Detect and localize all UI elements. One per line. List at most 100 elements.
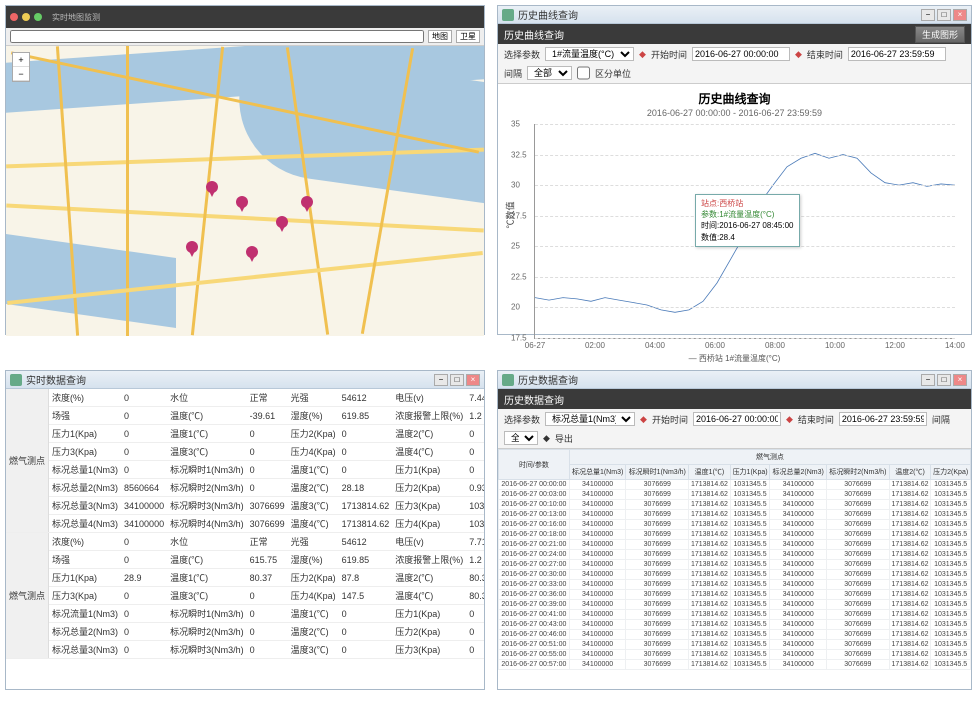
minimize-button[interactable]: − [921, 374, 935, 386]
chart-xtick: 06-27 [525, 341, 545, 350]
table-row[interactable]: 2016-06-27 00:30:00341000003076699171381… [499, 570, 971, 580]
map-search-input[interactable] [10, 30, 424, 43]
table-row[interactable]: 2016-06-27 00:33:00341000003076699171381… [499, 580, 971, 590]
map-tab-sat[interactable]: 卫星 [456, 30, 480, 43]
map-pin-icon[interactable] [246, 246, 258, 262]
table-row[interactable]: 2016-06-27 00:00:00341000003076699171381… [499, 480, 971, 490]
data-cell: 0 [466, 623, 484, 641]
maximize-button[interactable]: □ [450, 374, 464, 386]
table-row: 压力1(Kpa)0温度1(℃)0压力2(Kpa)0温度2(℃)0 [6, 425, 484, 443]
data-cell: 压力1(Kpa) [392, 461, 466, 479]
table-row: 燃气测点浓度(%)0水位正常光强54612电压(v)7.44 [6, 389, 484, 407]
data-cell: 1713814.62 [339, 497, 393, 515]
interval-select[interactable]: 全部 [527, 66, 572, 80]
data-cell: 34100000 [569, 550, 626, 560]
table-row[interactable]: 2016-06-27 00:55:00341000003076699171381… [499, 650, 971, 660]
data-cell: 0 [339, 605, 393, 623]
data-cell: 7.44 [466, 389, 484, 407]
chart-plot[interactable]: 17.52022.52527.53032.53506-2702:0004:000… [534, 124, 955, 339]
data-cell: 1031345.5 [730, 550, 770, 560]
map-pin-icon[interactable] [206, 181, 218, 197]
table-row[interactable]: 2016-06-27 00:03:00341000003076699171381… [499, 490, 971, 500]
data-cell: 3076699 [626, 610, 689, 620]
close-button[interactable]: × [953, 374, 967, 386]
data-cell: 1031345.5 [931, 490, 971, 500]
data-cell: 34100000 [569, 480, 626, 490]
table-row[interactable]: 2016-06-27 00:43:00341000003076699171381… [499, 620, 971, 630]
table-row[interactable]: 2016-06-27 00:57:00341000003076699171381… [499, 660, 971, 670]
end-time-input[interactable] [839, 412, 927, 426]
data-cell: 1713814.62 [889, 480, 931, 490]
data-cell: 1.2 [466, 407, 484, 425]
close-button[interactable]: × [466, 374, 480, 386]
interval-select[interactable]: 全部 [504, 431, 538, 445]
table-row[interactable]: 2016-06-27 00:46:00341000003076699171381… [499, 630, 971, 640]
map-pin-icon[interactable] [301, 196, 313, 212]
table-row[interactable]: 2016-06-27 00:51:00341000003076699171381… [499, 640, 971, 650]
table-row[interactable]: 2016-06-27 00:41:00341000003076699171381… [499, 610, 971, 620]
data-cell: 2016-06-27 00:03:00 [499, 490, 570, 500]
export-button[interactable]: 导出 [555, 432, 573, 445]
window-icon [10, 374, 22, 386]
map-pin-icon[interactable] [236, 196, 248, 212]
map-zoom-control[interactable]: + − [12, 52, 30, 82]
table-row[interactable]: 2016-06-27 00:27:00341000003076699171381… [499, 560, 971, 570]
map-canvas[interactable]: + − [6, 46, 484, 336]
map-pin-icon[interactable] [186, 241, 198, 257]
start-time-input[interactable] [692, 47, 790, 61]
data-cell: 34100000 [770, 510, 827, 520]
table-row[interactable]: 2016-06-27 00:39:00341000003076699171381… [499, 600, 971, 610]
data-cell: 34100000 [569, 520, 626, 530]
data-cell: 1713814.62 [889, 520, 931, 530]
data-cell: 标况总量3(Nm3) [49, 497, 122, 515]
data-cell: -39.61 [247, 407, 288, 425]
data-cell: 34100000 [770, 660, 827, 670]
data-cell: 1031345.5 [730, 520, 770, 530]
minimize-button[interactable]: − [921, 9, 935, 21]
data-cell: 8560664 [121, 479, 167, 497]
data-cell: 0 [247, 623, 288, 641]
param-select[interactable]: 标况总量1(Nm3),标况瞬时1 [545, 412, 635, 426]
data-cell: 34100000 [569, 580, 626, 590]
map-tab-map[interactable]: 地图 [428, 30, 452, 43]
chart-tooltip: 站点:西桥站参数:1#流量温度(°C)时间:2016-06-27 08:45:0… [695, 194, 800, 247]
data-cell: 标况总量1(Nm3) [49, 461, 122, 479]
data-cell: 1031345.5 [931, 570, 971, 580]
end-time-input[interactable] [848, 47, 946, 61]
data-cell: 34100000 [770, 570, 827, 580]
maximize-button[interactable]: □ [937, 374, 951, 386]
minimize-button[interactable]: − [434, 374, 448, 386]
table-row[interactable]: 2016-06-27 00:13:00341000003076699171381… [499, 510, 971, 520]
data-cell: 1031345.5 [730, 620, 770, 630]
data-cell: 3076699 [626, 640, 689, 650]
table-row[interactable]: 2016-06-27 00:16:00341000003076699171381… [499, 520, 971, 530]
data-cell: 1031345.5 [730, 650, 770, 660]
data-cell: 0 [339, 623, 393, 641]
table-row[interactable]: 2016-06-27 00:10:00341000003076699171381… [499, 500, 971, 510]
data-cell: 3076699 [826, 530, 889, 540]
map-pin-icon[interactable] [276, 216, 288, 232]
data-cell: 0 [247, 461, 288, 479]
zoom-in-icon[interactable]: + [13, 53, 29, 67]
data-cell: 34100000 [569, 510, 626, 520]
maximize-button[interactable]: □ [937, 9, 951, 21]
unit-checkbox[interactable] [577, 66, 590, 80]
data-cell: 温度1(℃) [167, 569, 247, 587]
data-cell: 1713814.62 [689, 510, 731, 520]
table-row[interactable]: 2016-06-27 00:21:00341000003076699171381… [499, 540, 971, 550]
realtime-panel: 实时数据查询 − □ × 燃气测点浓度(%)0水位正常光强54612电压(v)7… [5, 370, 485, 690]
history-window-title: 历史数据查询 [518, 372, 921, 387]
table-row[interactable]: 2016-06-27 00:36:00341000003076699171381… [499, 590, 971, 600]
zoom-out-icon[interactable]: − [13, 67, 29, 81]
start-time-input[interactable] [693, 412, 781, 426]
data-cell: 3076699 [826, 590, 889, 600]
table-row[interactable]: 2016-06-27 00:24:00341000003076699171381… [499, 550, 971, 560]
chart-panel: 历史曲线查询 − □ × 历史曲线查询 生成图形 选择参数 1#流量温度(°C)… [497, 5, 972, 335]
table-row[interactable]: 2016-06-27 00:18:00341000003076699171381… [499, 530, 971, 540]
close-button[interactable]: × [953, 9, 967, 21]
data-cell: 0 [466, 425, 484, 443]
data-cell: 34100000 [770, 530, 827, 540]
generate-chart-button[interactable]: 生成图形 [915, 26, 965, 43]
param-select[interactable]: 1#流量温度(°C) [545, 47, 634, 61]
data-cell: 浓度(%) [49, 533, 122, 551]
